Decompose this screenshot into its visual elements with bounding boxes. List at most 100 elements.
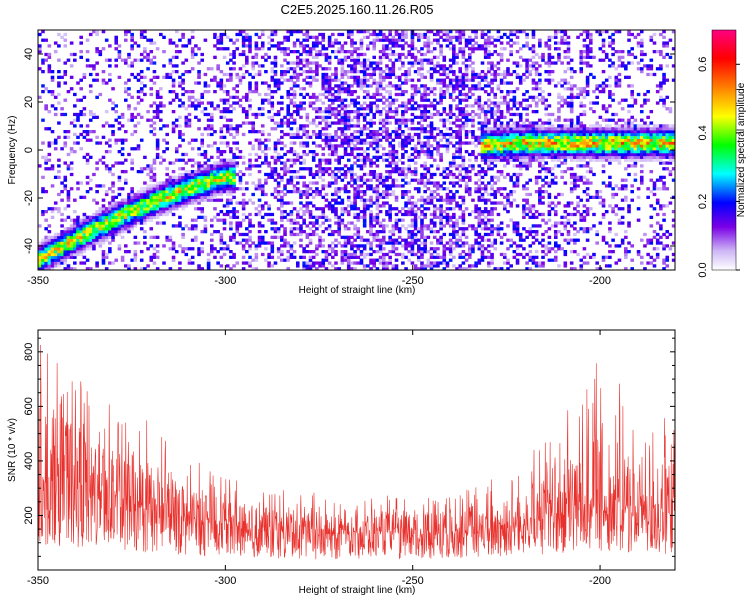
heat-cell [353, 224, 357, 228]
heat-cell [225, 264, 230, 268]
heat-cell [190, 138, 195, 142]
heat-cell [407, 155, 412, 159]
heat-cell [216, 190, 220, 194]
heat-cell [178, 104, 182, 108]
heat-cell [302, 210, 306, 214]
heat-cell [108, 250, 112, 254]
heat-cell [337, 267, 341, 270]
heat-cell [397, 144, 402, 148]
heat-cell [88, 227, 93, 231]
heat-cell [50, 238, 55, 242]
heat-cell [420, 261, 424, 265]
heat-cell [155, 95, 160, 99]
figure-title: C2E5.2025.160.11.26.R05 [281, 2, 434, 17]
heat-cell [299, 101, 303, 105]
heat-cell [455, 241, 459, 245]
heat-cell [477, 84, 482, 88]
heat-cell [474, 190, 478, 194]
heat-cell [362, 158, 367, 162]
heat-cell [394, 238, 399, 242]
heat-cell [305, 44, 310, 48]
heat-cell [117, 150, 122, 154]
heat-cell [429, 201, 434, 205]
heat-cell [95, 224, 99, 228]
heat-cell [133, 201, 138, 205]
heat-cell [353, 252, 357, 257]
heat-cell [372, 147, 377, 151]
heat-cell [359, 141, 364, 145]
heat-cell [273, 172, 278, 177]
heat-cell [257, 47, 262, 51]
heat-cell [159, 198, 163, 202]
heat-cell [38, 267, 42, 270]
heat-cell [337, 227, 341, 231]
heat-cell [88, 155, 93, 159]
heat-cell [324, 267, 329, 270]
heat-cell [343, 50, 348, 54]
heat-cell [63, 112, 68, 117]
heat-cell [385, 170, 389, 174]
heat-cell [337, 167, 341, 171]
heat-cell [299, 161, 303, 165]
heat-cell [219, 238, 224, 242]
heat-cell [187, 170, 192, 174]
heat-cell [44, 158, 48, 162]
heat-cell [464, 72, 469, 77]
heat-cell [50, 258, 55, 262]
heat-cell [60, 198, 64, 202]
heat-cell [194, 107, 198, 111]
heat-cell [108, 212, 112, 217]
heat-cell [420, 61, 424, 65]
heat-cell [216, 187, 220, 191]
heat-cell [372, 235, 377, 239]
heat-cell [241, 52, 246, 57]
heat-cell [327, 124, 332, 128]
heat-cell [359, 238, 364, 242]
heat-cell [127, 107, 131, 111]
heat-cell [324, 141, 329, 145]
heat-cell [461, 167, 466, 171]
heat-cell [299, 195, 303, 199]
heat-cell [66, 58, 71, 62]
heat-cell [292, 30, 297, 34]
heat-cell [378, 38, 383, 42]
heat-cell [63, 227, 68, 231]
heat-cell [372, 67, 377, 71]
heat-cell [149, 118, 154, 122]
heat-cell [53, 147, 58, 151]
heat-cell [206, 84, 211, 88]
heat-cell [397, 52, 402, 57]
heat-cell [235, 261, 240, 265]
heat-cell [124, 227, 128, 231]
heat-cell [222, 47, 227, 51]
heat-cell [372, 218, 377, 222]
heat-cell [477, 141, 482, 145]
heat-cell [324, 252, 329, 257]
heat-cell [334, 138, 338, 142]
heat-cell [50, 70, 55, 74]
heat-cell [483, 224, 488, 228]
heat-cell [194, 184, 198, 188]
heat-cell [53, 235, 58, 239]
heat-cell [359, 147, 364, 151]
heat-cell [461, 32, 466, 37]
heat-cell [480, 252, 485, 257]
heat-cell [375, 104, 380, 108]
heat-cell [327, 201, 332, 205]
heat-cell [372, 95, 377, 99]
heat-cell [404, 141, 408, 145]
heat-cell [216, 192, 220, 197]
heat-cell [213, 184, 217, 188]
heat-cell [245, 215, 249, 219]
heat-cell [394, 227, 399, 231]
heat-cell [397, 124, 402, 128]
heat-cell [334, 172, 338, 177]
heat-cell [315, 107, 319, 111]
heat-cell [270, 167, 275, 171]
heat-cell [181, 132, 185, 137]
heat-cell [197, 175, 201, 179]
heat-cell [127, 152, 131, 157]
heat-cell [216, 172, 220, 177]
heat-cell [305, 38, 310, 42]
heat-cell [197, 170, 201, 174]
